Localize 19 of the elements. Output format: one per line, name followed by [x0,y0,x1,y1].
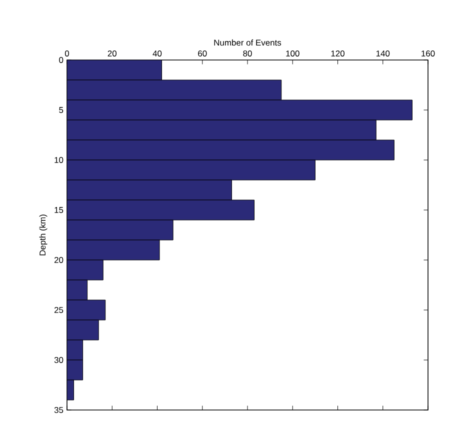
y-tick-label: 15 [54,207,64,213]
x-tick-label: 60 [198,50,207,56]
x-tick-label: 0 [64,50,70,56]
x-tick-label: 100 [286,50,300,56]
x-tick-label: 120 [331,50,344,56]
x-tick-label: 160 [422,50,435,56]
x-tick-label: 20 [108,50,116,56]
y-tick-label: 25 [54,307,64,313]
x-tick-label: 80 [243,50,252,56]
y-tick-label: 10 [54,157,64,163]
x-tick-label: 140 [376,50,390,56]
y-tick-label: 5 [59,107,64,113]
y-tick-label: 35 [54,407,64,413]
x-tick-label: 40 [152,50,162,56]
y-axis-title: Depth (km) [39,214,48,256]
y-tick-label: 20 [54,257,64,263]
x-axis-title: Number of Events [214,39,282,46]
y-tick-label: 30 [54,357,64,363]
y-tick-label: 0 [59,57,64,63]
